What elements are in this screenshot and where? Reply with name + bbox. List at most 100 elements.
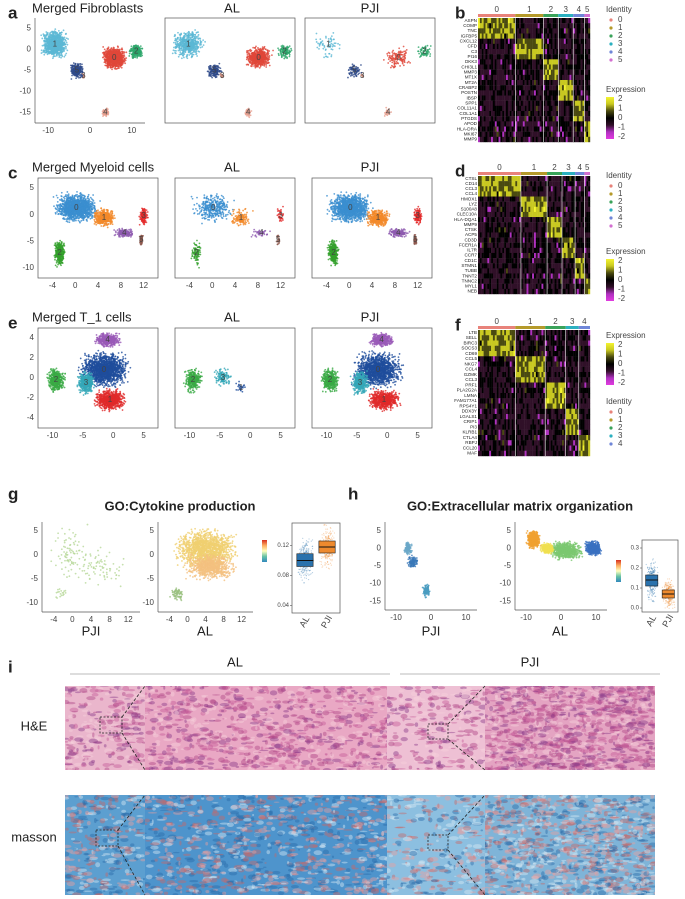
heat-cell xyxy=(539,49,542,55)
cell xyxy=(59,51,62,54)
heat-cell xyxy=(576,18,579,24)
heat-cell xyxy=(519,43,522,50)
cell xyxy=(333,45,336,48)
heat-cell xyxy=(550,33,553,39)
cell xyxy=(360,71,363,74)
heat-cell xyxy=(537,49,540,55)
heat-cell xyxy=(489,33,492,39)
cell xyxy=(44,47,47,50)
heat-cell xyxy=(492,28,495,34)
plot-frame xyxy=(304,17,436,124)
cell xyxy=(51,30,53,33)
cell xyxy=(62,29,65,32)
heat-cell xyxy=(519,18,522,24)
cluster-label: 5 xyxy=(352,66,357,75)
heat-cell xyxy=(487,33,490,39)
cell xyxy=(130,45,133,48)
cell xyxy=(117,52,120,55)
subplot-title: PJI xyxy=(361,0,380,15)
cell xyxy=(45,31,48,33)
heat-cell xyxy=(537,38,540,45)
cell xyxy=(187,51,190,53)
heat-cell xyxy=(526,38,529,45)
heat-cell xyxy=(588,33,591,39)
cluster-label: 0 xyxy=(112,53,117,62)
cell xyxy=(288,51,291,54)
heat-cell xyxy=(502,49,505,55)
heat-cell xyxy=(502,18,505,24)
heat-cell xyxy=(511,23,514,29)
heat-cell xyxy=(569,33,572,39)
cell xyxy=(178,45,181,48)
cell xyxy=(181,49,184,52)
cell xyxy=(177,31,179,34)
heat-cell xyxy=(524,33,527,39)
heat-cell xyxy=(563,38,566,45)
cell xyxy=(267,55,269,58)
heat-cell xyxy=(481,18,484,24)
cell xyxy=(390,55,393,57)
cell xyxy=(69,64,72,67)
cell xyxy=(251,61,253,64)
heat-cell xyxy=(515,33,518,39)
cell xyxy=(404,50,407,53)
cell xyxy=(107,62,110,65)
cell xyxy=(262,52,265,54)
heat-cell xyxy=(543,23,546,29)
heat-cell xyxy=(489,43,492,50)
heat-cell xyxy=(492,38,495,45)
cell xyxy=(387,58,390,61)
heat-cell xyxy=(534,49,537,55)
cell xyxy=(50,50,53,53)
heat-cell xyxy=(479,28,482,34)
cell xyxy=(118,49,121,52)
heat-cell xyxy=(520,23,523,29)
cell xyxy=(114,49,116,51)
cell xyxy=(79,76,82,79)
heat-cell xyxy=(539,23,542,29)
heat-cell xyxy=(494,23,497,29)
heat-cell xyxy=(520,38,523,45)
cell xyxy=(120,64,123,67)
cell xyxy=(183,34,186,37)
cell xyxy=(63,55,66,58)
cell xyxy=(392,49,395,52)
cell xyxy=(392,57,395,60)
cluster-label: 4 xyxy=(246,108,251,117)
heat-cell xyxy=(575,23,578,29)
cell xyxy=(67,38,70,40)
cluster-bar xyxy=(558,14,574,17)
cell xyxy=(387,51,390,54)
cell xyxy=(124,62,127,65)
cell xyxy=(116,45,119,48)
cell xyxy=(254,66,257,69)
heat-cell xyxy=(580,43,583,50)
cell xyxy=(110,66,112,69)
heat-cell xyxy=(563,28,566,34)
cluster-label: 4 xyxy=(386,108,391,117)
heat-cell xyxy=(491,49,494,55)
heat-cell xyxy=(530,28,533,34)
cell xyxy=(47,47,50,50)
panel-letter: a xyxy=(8,3,18,22)
heat-cell xyxy=(543,43,546,50)
cell xyxy=(390,111,392,113)
cell xyxy=(323,56,325,59)
heat-cell xyxy=(573,28,576,34)
cell xyxy=(400,53,403,56)
heat-cell xyxy=(528,43,531,50)
heat-cell xyxy=(560,18,563,24)
cell xyxy=(107,47,109,50)
cell xyxy=(315,32,318,35)
heat-cell xyxy=(535,33,538,39)
heat-cell xyxy=(489,38,492,45)
cell xyxy=(249,48,252,51)
cell xyxy=(111,68,113,71)
cell xyxy=(120,57,123,60)
cell xyxy=(61,48,64,50)
heat-cell xyxy=(532,33,535,39)
heat-cell xyxy=(532,49,535,55)
heat-cell xyxy=(584,18,587,24)
cell xyxy=(331,45,334,48)
heat-cell xyxy=(483,18,486,24)
